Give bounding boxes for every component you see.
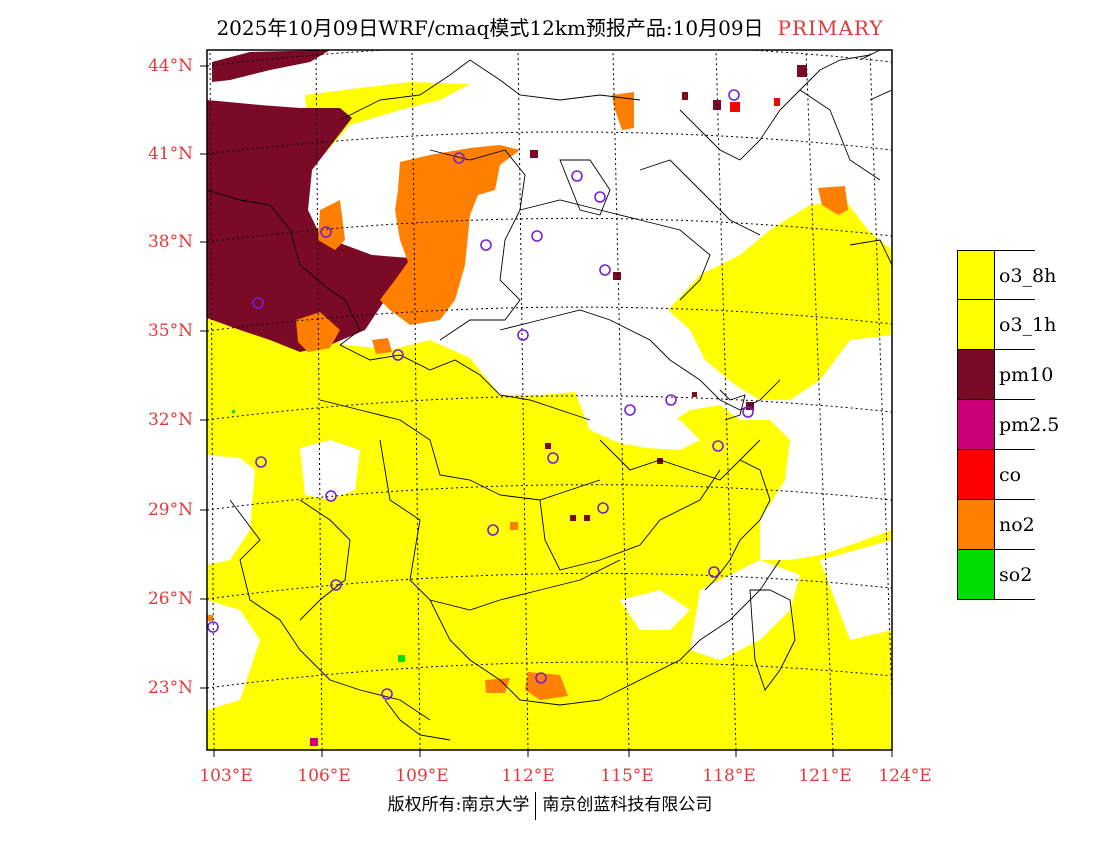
lon-label-121: 121°E [798, 766, 852, 786]
legend-label-so2: so2 [995, 550, 1035, 600]
legend-swatch-pm25 [957, 400, 995, 450]
legend-swatch-so2 [957, 550, 995, 600]
lat-label-35: 35°N [147, 321, 193, 341]
title-primary-label: PRIMARY [777, 16, 884, 40]
boundaries [207, 50, 892, 741]
map-frame [206, 49, 893, 751]
footer-separator [535, 791, 537, 820]
footer-credits: 版权所有:南京大学 南京创蓝科技有限公司 [0, 790, 1100, 820]
map-title: 2025年10月09日WRF/cmaq模式12km预报产品:10月09日 PRIM… [0, 12, 1100, 41]
lon-label-118: 118°E [702, 766, 756, 786]
lon-label-106: 106°E [297, 766, 351, 786]
legend-label-pm10: pm10 [995, 350, 1053, 400]
lat-label-29: 29°N [147, 500, 193, 520]
lon-label-115: 115°E [600, 766, 654, 786]
lon-label-124: 124°E [878, 766, 932, 786]
lon-label-103: 103°E [199, 766, 253, 786]
legend-label-co: co [995, 450, 1035, 500]
lon-label-109: 109°E [395, 766, 449, 786]
lon-tick-marks [213, 750, 893, 757]
footer-copyright: 版权所有:南京大学 [387, 795, 530, 815]
legend-swatch-o3-8h [957, 250, 995, 300]
station-markers [207, 89, 754, 700]
lon-label-112: 112°E [501, 766, 555, 786]
scattered-hotspots [207, 65, 807, 746]
legend-label-o3-1h: o3_1h [995, 300, 1056, 350]
lat-label-23: 23°N [147, 678, 193, 698]
title-main: 2025年10月09日WRF/cmaq模式12km预报产品:10月09日 [216, 16, 764, 40]
lat-label-32: 32°N [147, 410, 193, 430]
clean-gaps [207, 410, 892, 710]
pm10-region [207, 50, 412, 352]
lat-label-26: 26°N [147, 589, 193, 609]
legend-label-o3-8h: o3_8h [995, 250, 1056, 300]
legend-label-pm25: pm2.5 [995, 400, 1059, 450]
legend-swatch-co [957, 450, 995, 500]
footer-company: 南京创蓝科技有限公司 [542, 795, 713, 815]
legend-label-no2: no2 [995, 500, 1035, 550]
graticule [207, 50, 892, 750]
lat-label-38: 38°N [147, 232, 193, 252]
lat-label-41: 41°N [147, 144, 193, 164]
map-area [207, 50, 892, 750]
lat-label-44: 44°N [147, 56, 193, 76]
lat-tick-marks [200, 65, 207, 689]
legend-swatch-pm10 [957, 350, 995, 400]
legend-swatch-o3-1h [957, 300, 995, 350]
legend-swatch-no2 [957, 500, 995, 550]
